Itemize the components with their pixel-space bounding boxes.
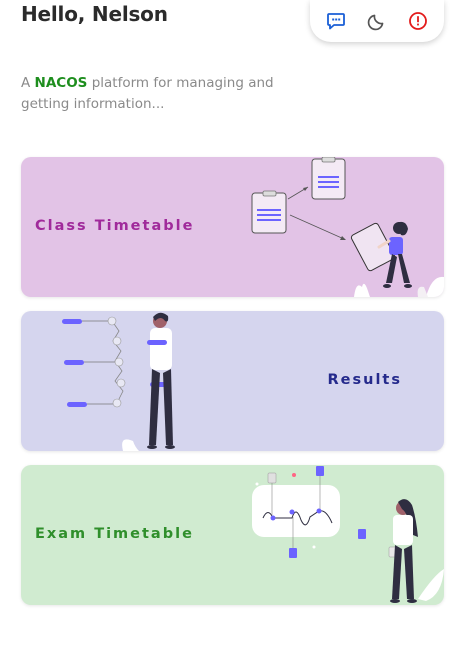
brand-name: NACOS — [34, 75, 88, 91]
exam-timetable-label: Exam Timetable — [35, 526, 194, 542]
class-timetable-label: Class Timetable — [35, 218, 195, 234]
tagline: A NACOS platform for managing and gettin… — [21, 73, 311, 115]
exam-illustration — [252, 466, 444, 603]
feedback-button[interactable] — [321, 6, 351, 36]
class-timetable-card[interactable]: Class Timetable — [21, 157, 444, 297]
info-button[interactable] — [403, 6, 433, 36]
results-illustration — [62, 312, 175, 451]
info-icon — [408, 12, 427, 30]
results-label: Results — [327, 372, 402, 388]
tagline-prefix: A — [21, 75, 31, 91]
results-card[interactable]: Results — [21, 311, 444, 451]
greeting-heading: Hello, Nelson — [21, 2, 168, 26]
exam-timetable-card[interactable]: Exam Timetable — [21, 465, 444, 605]
dark-mode-button[interactable] — [362, 6, 392, 36]
timetable-illustration — [251, 157, 444, 297]
tagline-suffix: platform for managing and getting inform… — [21, 75, 274, 112]
moon-icon — [367, 14, 384, 31]
feedback-icon — [327, 13, 346, 30]
top-toolbar — [310, 0, 444, 42]
